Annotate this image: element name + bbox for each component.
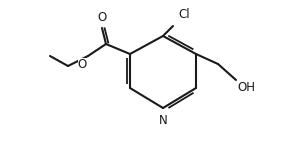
Text: OH: OH (237, 81, 255, 94)
Text: N: N (159, 114, 167, 128)
Text: O: O (98, 11, 106, 24)
Text: O: O (78, 58, 87, 71)
Text: Cl: Cl (178, 8, 190, 21)
